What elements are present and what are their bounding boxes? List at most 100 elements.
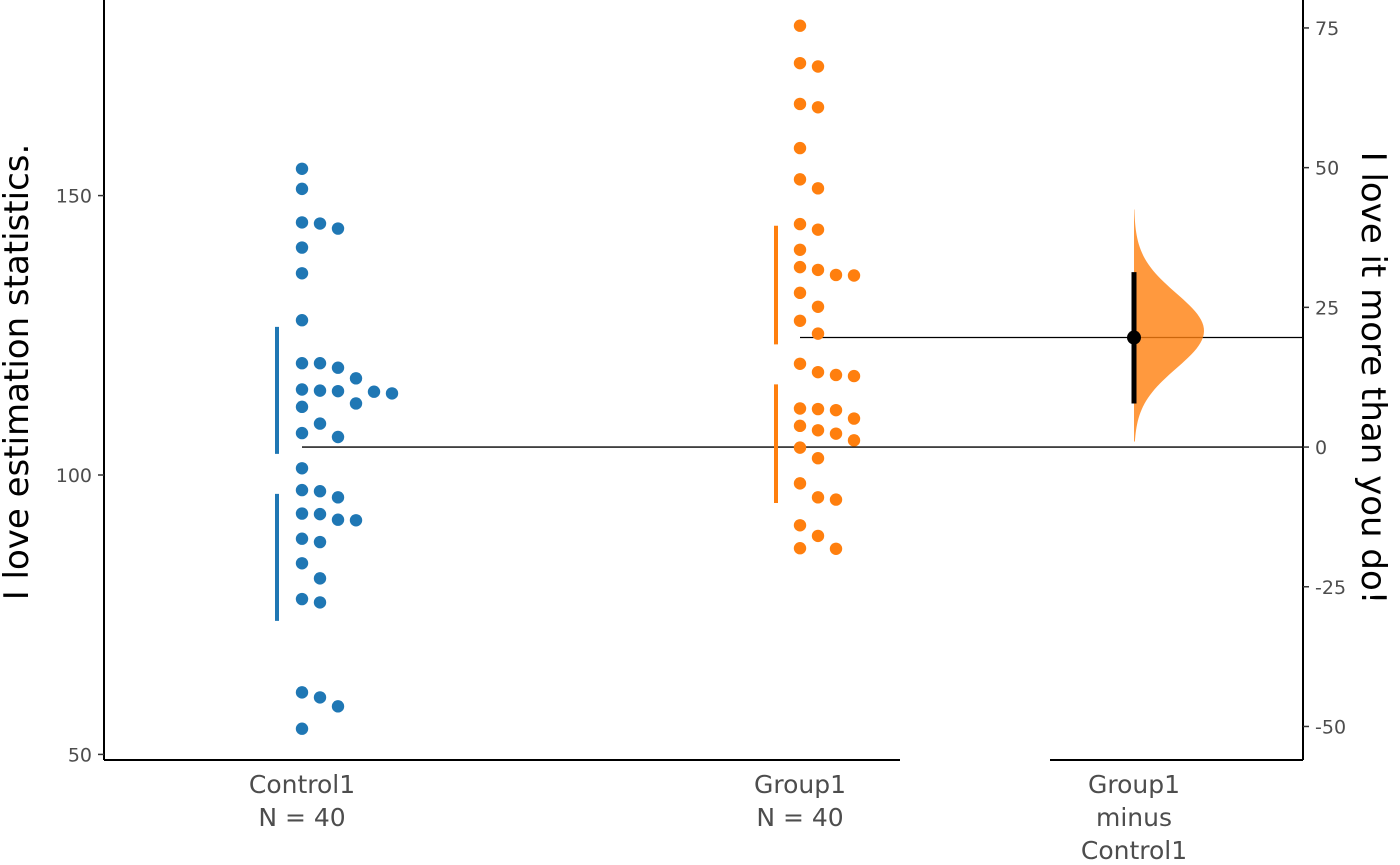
swarm-point-group1 (811, 101, 825, 114)
swarm-point-control1 (349, 372, 363, 385)
swarm-point-group1 (793, 243, 807, 256)
swarm-point-control1 (295, 314, 309, 327)
swarm-point-group1 (793, 173, 807, 186)
swarm-point-group1 (793, 519, 807, 532)
swarm-point-control1 (331, 491, 345, 504)
bootstrap-density (1134, 209, 1204, 442)
left-axis-title: I love estimation statistics. (0, 144, 37, 601)
group-label-group1: Group1 N = 40 (754, 770, 846, 832)
swarm-point-control1 (331, 361, 345, 374)
swarm-point-control1 (295, 507, 309, 520)
right-tick-label: 75 (1315, 18, 1339, 40)
swarm-point-group1 (811, 402, 825, 416)
swarm-point-group1 (793, 357, 807, 370)
swarm-point-control1 (385, 387, 399, 400)
delta-label-line-2: minus (1096, 803, 1172, 832)
right-tick-label: 0 (1315, 437, 1327, 459)
swarm-point-control1 (295, 426, 309, 440)
swarm-point-group1 (811, 182, 825, 195)
swarm-point-control1 (295, 216, 309, 229)
axes-group: 50 100 150 -50 -25 0 25 50 75 (56, 0, 1346, 766)
delta-marker-group (1127, 272, 1141, 404)
swarm-point-control1 (349, 514, 363, 527)
swarm-point-group1 (793, 97, 807, 111)
swarm-point-control1 (313, 572, 327, 585)
swarm-point-group1 (847, 269, 861, 282)
swarm-point-control1 (313, 217, 327, 230)
swarm-point-group1 (829, 427, 843, 440)
swarm-point-control1 (313, 535, 327, 549)
sd-bars-group (275, 225, 778, 621)
swarm-point-group1 (793, 19, 807, 32)
swarm-point-control1 (313, 384, 327, 397)
left-tick-label: 100 (56, 465, 92, 487)
swarm-point-group1 (793, 217, 807, 231)
swarm-point-control1 (295, 162, 309, 175)
swarm-point-group1 (793, 141, 807, 155)
swarm-point-control1 (295, 557, 309, 570)
swarm-point-group1 (811, 452, 825, 465)
swarm-point-control1 (331, 513, 345, 526)
right-tick-label: -25 (1315, 577, 1346, 599)
swarm-point-control1 (295, 182, 309, 196)
swarm-point-group1 (829, 268, 843, 282)
swarm-point-control1 (331, 700, 345, 713)
swarm-point-control1 (295, 462, 309, 475)
swarm-point-group1 (793, 314, 807, 327)
swarm-point-group1 (811, 223, 825, 236)
swarm-point-control1 (295, 722, 309, 735)
right-tick-label: 50 (1315, 158, 1339, 180)
delta-label-line-3: Control1 (1081, 836, 1187, 865)
group-n-control1: N = 40 (258, 803, 345, 832)
swarm-point-control1 (313, 357, 327, 370)
swarm-point-control1 (367, 385, 381, 398)
swarm-point-control1 (313, 485, 327, 498)
swarm-point-group1 (847, 434, 861, 447)
swarm-point-group1 (793, 402, 807, 415)
swarm-point-control1 (295, 357, 309, 370)
swarm-point-control1 (349, 397, 363, 410)
swarm-point-group1 (793, 286, 807, 300)
swarm-point-group1 (811, 365, 825, 379)
swarm-point-group1 (811, 263, 825, 277)
group-n-group1: N = 40 (756, 803, 843, 832)
left-tick-label: 50 (68, 744, 92, 766)
delta-label: Group1 minus Control1 (1081, 770, 1187, 865)
swarm-point-group1 (811, 424, 825, 437)
delta-point-estimate (1127, 330, 1141, 345)
swarm-point-control1 (295, 686, 309, 699)
right-tick-label: -50 (1315, 716, 1346, 738)
swarm-point-control1 (331, 430, 345, 444)
swarm-point-control1 (331, 384, 345, 398)
swarm-point-group1 (811, 529, 825, 543)
right-tick-label: 25 (1315, 297, 1339, 319)
swarm-point-group1 (829, 403, 843, 417)
swarm-point-group1 (811, 300, 825, 313)
swarm-point-control1 (295, 267, 309, 280)
swarm-point-control1 (295, 400, 309, 414)
swarm-point-group1 (847, 369, 861, 383)
group-name-control1: Control1 (249, 770, 355, 799)
swarm-point-control1 (295, 241, 309, 254)
swarm-point-group1 (793, 441, 807, 454)
swarm-point-control1 (295, 592, 309, 606)
swarm-point-group1 (793, 260, 807, 274)
swarm-point-control1 (295, 383, 309, 396)
group-label-control1: Control1 N = 40 (249, 770, 355, 832)
swarm-point-group1 (811, 491, 825, 504)
swarm-point-control1 (313, 417, 327, 430)
swarm-point-group1 (829, 542, 843, 555)
delta-label-line-1: Group1 (1088, 770, 1180, 799)
swarm-point-control1 (313, 691, 327, 704)
swarm-point-group1 (811, 60, 825, 73)
swarm-point-group1 (847, 412, 861, 425)
swarm-point-group1 (793, 477, 807, 490)
swarm-point-group1 (811, 327, 825, 340)
swarm-point-control1 (313, 507, 327, 521)
swarm-points-group (295, 19, 861, 735)
swarm-point-group1 (829, 493, 843, 506)
swarm-point-group1 (829, 368, 843, 382)
left-tick-label: 150 (56, 186, 92, 208)
swarm-point-control1 (295, 532, 309, 545)
